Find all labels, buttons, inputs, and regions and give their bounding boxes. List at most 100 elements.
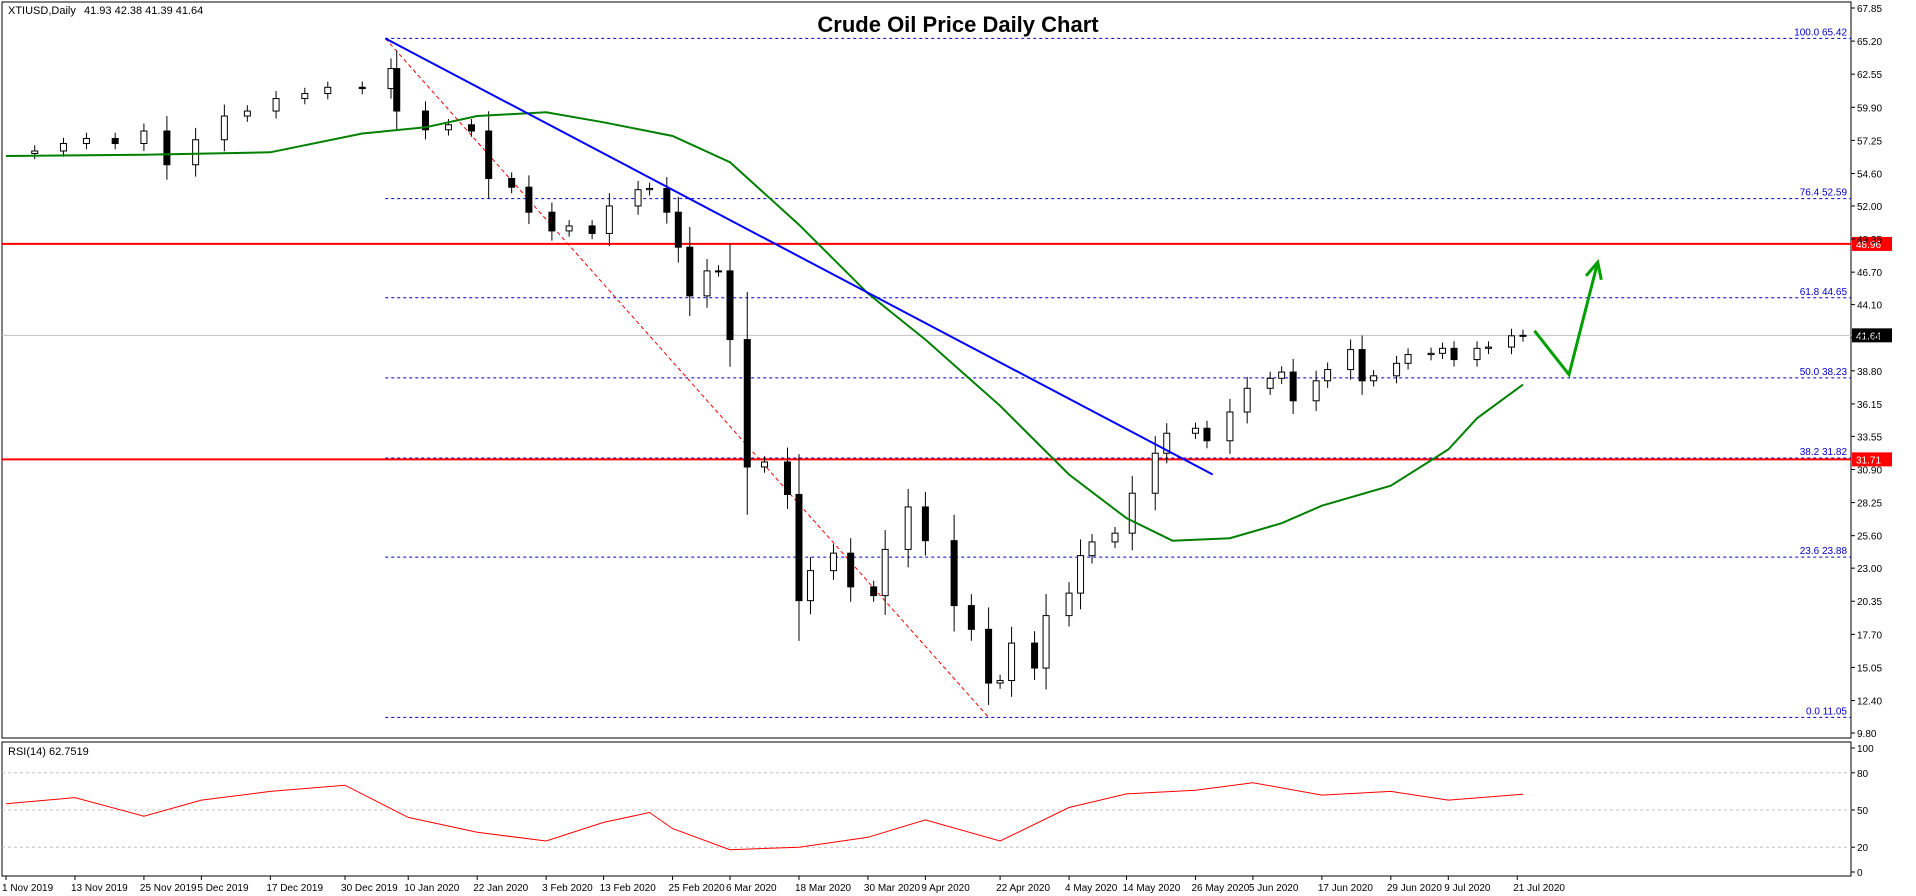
fib-level-label: 50.0 38.23: [1800, 367, 1848, 378]
price-tick-label: 17.70: [1857, 630, 1882, 641]
downtrend-line: [384, 37, 1214, 476]
candle-body: [1404, 354, 1412, 364]
candle-body: [1088, 541, 1096, 557]
candle-body: [1008, 642, 1016, 682]
price-pane-frame: [1, 1, 1852, 739]
candle-body: [996, 680, 1004, 684]
candle-body: [605, 205, 613, 234]
price-axis: 67.85 65.20 62.55 59.90 57.25 54.60 52.00 49.35…: [1851, 4, 1882, 740]
candle-body: [1111, 532, 1119, 543]
time-tick-label: 5 Dec 2019: [197, 883, 249, 894]
candle-body: [393, 68, 401, 112]
time-tick-label: 22 Jan 2020: [473, 883, 528, 894]
price-tick-label: 30.90: [1857, 465, 1882, 476]
price-tick-label: 36.15: [1857, 400, 1882, 411]
candle-body: [783, 461, 791, 495]
candle-body: [548, 211, 556, 232]
candle-body: [646, 187, 654, 191]
price-tick-label: 41.45: [1857, 334, 1882, 345]
time-tick-label: 21 Jul 2020: [1513, 883, 1565, 894]
moving-average-line: [5, 111, 1524, 542]
candle-body: [1312, 380, 1320, 402]
rsi-pane-frame: [1, 741, 1852, 877]
annotation-arrow: [1533, 258, 1603, 378]
fib-retracement: 100.0 65.42 76.4 52.59 61.8 44.65 50.0 38.2…: [384, 27, 1851, 718]
candle-body: [301, 93, 309, 100]
candle-body: [634, 189, 642, 207]
candle-body: [806, 570, 814, 602]
time-tick-label: 5 Jun 2020: [1249, 883, 1299, 894]
time-tick-label: 25 Nov 2019: [140, 883, 197, 894]
time-tick-label: 26 May 2020: [1191, 883, 1249, 894]
candle-body: [1485, 346, 1493, 349]
price-tick-label: 33.55: [1857, 432, 1882, 443]
candle-body: [663, 187, 671, 213]
candle-body: [950, 540, 958, 607]
candle-body: [1203, 427, 1211, 442]
time-axis: 1 Nov 2019 13 Nov 2019 25 Nov 2019 5 Dec 20…: [2, 876, 1565, 894]
candle-body: [904, 506, 912, 550]
price-tick-label: 67.85: [1857, 4, 1882, 15]
candle-body: [1077, 555, 1085, 594]
fib-level-label: 76.4 52.59: [1800, 188, 1848, 199]
candle-body: [508, 177, 516, 188]
rsi-tick-label: 100: [1857, 744, 1874, 755]
candle-body: [243, 110, 251, 117]
time-tick-label: 22 Apr 2020: [996, 883, 1050, 894]
price-tick-label: 28.25: [1857, 499, 1882, 510]
time-tick-label: 30 Mar 2020: [864, 883, 921, 894]
price-tick-label: 57.25: [1857, 136, 1882, 147]
candle-body: [421, 110, 429, 131]
candle-body: [192, 139, 200, 166]
time-tick-label: 1 Nov 2019: [2, 883, 54, 894]
time-tick-label: 13 Feb 2020: [600, 883, 657, 894]
time-tick-label: 6 Mar 2020: [726, 883, 777, 894]
candle-body: [467, 124, 475, 132]
price-tick-label: 25.60: [1857, 532, 1882, 543]
time-tick-label: 9 Jul 2020: [1444, 883, 1491, 894]
candle-body: [324, 86, 332, 95]
current-price-label: 41.64: [1856, 331, 1881, 342]
candle-body: [870, 586, 878, 597]
candle-body: [674, 211, 682, 248]
price-tick-label: 15.05: [1857, 663, 1882, 674]
fib-level-label: 100.0 65.42: [1794, 27, 1847, 38]
rsi-tick-label: 50: [1857, 806, 1869, 817]
price-tick-label: 49.35: [1857, 235, 1882, 246]
projection-arrow-line: [1533, 261, 1600, 378]
candle-body: [1191, 427, 1199, 434]
fib-level-label: 0.0 11.05: [1806, 706, 1847, 717]
symbol-label: XTIUSD,Daily: [8, 5, 76, 17]
candle-body: [1324, 369, 1332, 382]
projection-arrow-head: [1584, 258, 1603, 281]
horizontal-level-label: 31.71: [1856, 455, 1881, 466]
rsi-line: [5, 782, 1524, 851]
candle-body: [795, 493, 803, 602]
price-tick-label: 62.55: [1857, 70, 1882, 81]
candle-body: [829, 552, 837, 572]
candle-body: [686, 246, 694, 297]
candle-body: [59, 143, 67, 152]
candle-body: [565, 225, 573, 232]
price-tick-label: 23.00: [1857, 564, 1882, 575]
horizontal-level-box: [1852, 452, 1892, 467]
candle-body: [1393, 362, 1401, 377]
horizontal-level-box: [1852, 236, 1892, 251]
candle-body: [111, 138, 119, 145]
price-tick-label: 12.40: [1857, 697, 1882, 708]
candle-body: [921, 506, 929, 542]
candle-body: [1278, 371, 1286, 379]
price-tick-label: 20.35: [1857, 597, 1882, 608]
candle-body: [1163, 432, 1171, 454]
price-tick-label: 65.20: [1857, 37, 1882, 48]
candle-body: [1519, 334, 1527, 337]
price-tick-label: 52.00: [1857, 202, 1882, 213]
candle-body: [1226, 411, 1234, 442]
candle-body: [1439, 347, 1447, 354]
candlesticks: [31, 50, 1527, 705]
fib-diagonal-line: [384, 38, 989, 718]
time-tick-label: 18 Mar 2020: [795, 883, 852, 894]
candle-body: [444, 124, 452, 131]
price-tick-label: 59.90: [1857, 103, 1882, 114]
time-tick-label: 3 Feb 2020: [542, 883, 593, 894]
